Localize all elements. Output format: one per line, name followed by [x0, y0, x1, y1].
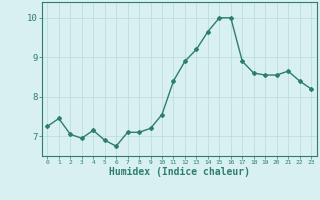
- X-axis label: Humidex (Indice chaleur): Humidex (Indice chaleur): [109, 167, 250, 177]
